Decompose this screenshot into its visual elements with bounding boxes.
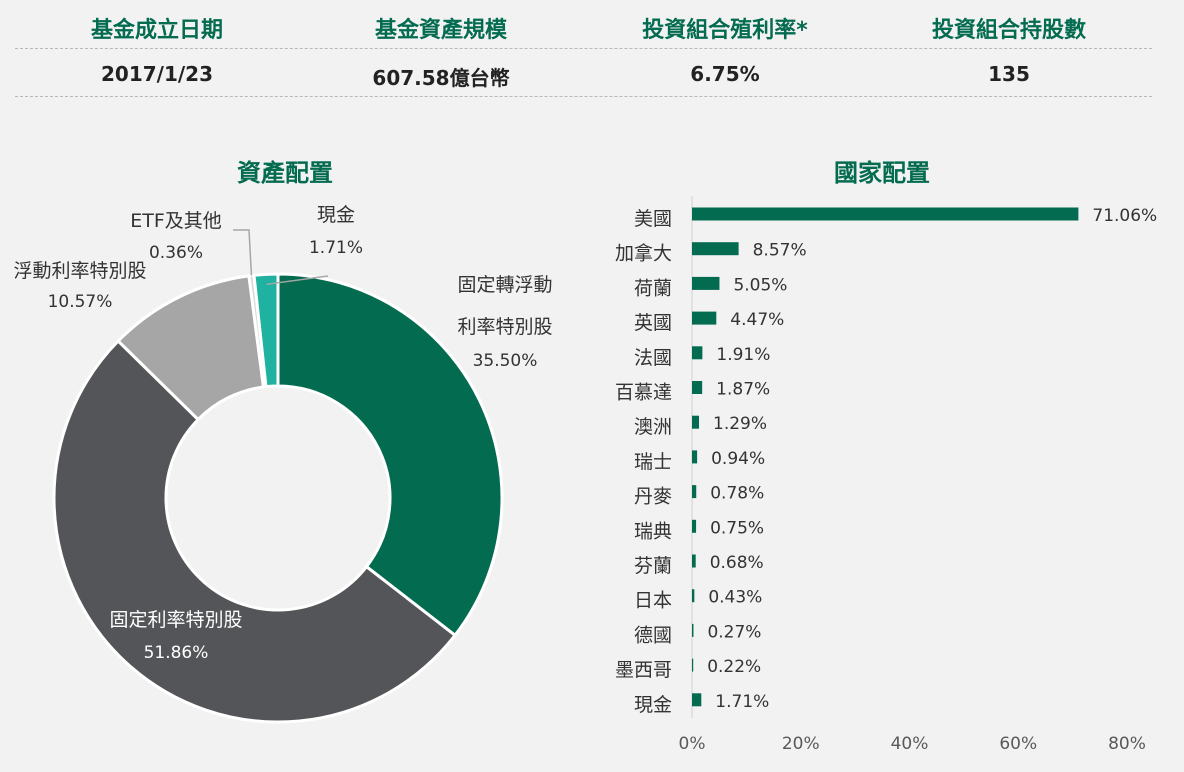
bar-value-label: 0.78% (710, 484, 764, 504)
bar (692, 693, 702, 707)
bar (692, 242, 739, 256)
bar-category-label: 現金 (634, 694, 672, 716)
bar-value-label: 4.47% (730, 310, 784, 330)
donut-slice-4 (252, 272, 280, 389)
bar-category-label: 法國 (634, 347, 672, 369)
bar (692, 346, 703, 360)
bar-value-label: 1.91% (716, 345, 770, 365)
fund-summary: 基金成立日期 基金資產規模 投資組合殖利率* 投資組合持股數 2017/1/23… (15, 0, 1152, 100)
stat-label-yield: 投資組合殖利率* (642, 18, 808, 43)
stats-divider-top (15, 48, 1152, 49)
bar (692, 450, 698, 464)
slice-value-label-3: 0.36% (149, 243, 203, 263)
slice-label-2: 浮動利率特別股 (13, 260, 146, 282)
bar-category-label: 丹麥 (634, 486, 672, 508)
donut-slice-1 (52, 338, 458, 724)
bar-category-label: 瑞典 (634, 520, 672, 542)
bar-category-label: 瑞士 (634, 451, 672, 473)
bar-value-label: 0.68% (710, 553, 764, 573)
bar-value-label: 0.94% (711, 449, 765, 469)
stat-value-holdings-count: 135 (988, 62, 1030, 86)
slice-value-label-1: 51.86% (144, 643, 209, 663)
bar-category-label: 荷蘭 (634, 277, 672, 299)
stat-value-yield: 6.75% (690, 62, 760, 86)
bar-value-label: 71.06% (1092, 206, 1157, 226)
bar-category-label: 芬蘭 (634, 555, 672, 577)
slice-label-3: ETF及其他 (130, 210, 222, 232)
x-tick-label: 0% (679, 734, 706, 754)
country-allocation-bar-chart: 美國 71.06% 加拿大 8.57% 荷蘭 5.05% 英國 4.47% 法國 1.91% 百慕達… (615, 196, 1157, 754)
bar-category-label: 美國 (634, 208, 672, 230)
donut-slice-0 (276, 272, 504, 638)
bar-category-label: 德國 (634, 624, 672, 646)
bar-value-label: 1.87% (716, 380, 770, 400)
stat-label-fund-size: 基金資產規模 (374, 18, 507, 43)
bar-value-label: 5.05% (733, 275, 787, 295)
bar-value-label: 1.71% (715, 692, 769, 712)
bar-value-label: 0.75% (710, 518, 764, 538)
stat-value-fund-size: 607.58億台幣 (372, 66, 510, 90)
bar (692, 623, 694, 637)
asset-allocation-title: 資產配置 (237, 159, 333, 187)
stats-divider-bottom (15, 96, 1152, 97)
bar (692, 276, 720, 290)
cash-leader-line (266, 275, 329, 286)
x-tick-label: 40% (891, 734, 929, 754)
x-tick-label: 80% (1108, 734, 1146, 754)
bar (692, 311, 717, 325)
bar (692, 415, 700, 429)
bar-value-label: 1.29% (713, 414, 767, 434)
bar-category-label: 英國 (634, 312, 672, 334)
x-tick-label: 60% (999, 734, 1037, 754)
slice-label-1: 固定利率特別股 (109, 609, 242, 631)
bar (692, 589, 695, 603)
bar (692, 381, 703, 394)
x-tick-label: 20% (782, 734, 820, 754)
bar-category-label: 百慕達 (615, 382, 672, 404)
bar (692, 207, 1079, 221)
bar (692, 554, 696, 568)
bar-value-label: 0.43% (708, 588, 762, 608)
bar-value-label: 0.27% (707, 622, 761, 642)
stat-label-holdings-count: 投資組合持股數 (931, 18, 1086, 43)
slice-label-0: 固定轉浮動 (457, 274, 552, 296)
bar (692, 485, 697, 499)
stat-label-inception-date: 基金成立日期 (90, 18, 223, 43)
bar-category-label: 澳洲 (634, 416, 672, 438)
bar-category-label: 加拿大 (615, 242, 672, 265)
stat-value-inception-date: 2017/1/23 (100, 62, 214, 86)
bar (692, 658, 694, 672)
slice-label-4: 現金 (317, 204, 355, 226)
bar-category-label: 墨西哥 (615, 659, 672, 681)
etf-leader-line (233, 229, 253, 276)
bar-category-label: 日本 (634, 590, 672, 612)
bar (692, 519, 697, 533)
slice-value-label-0: 35.50% (473, 351, 538, 371)
bar-value-label: 8.57% (753, 241, 807, 261)
slice-label-0-line2: 利率特別股 (457, 316, 552, 338)
country-allocation-title: 國家配置 (834, 159, 930, 187)
slice-value-label-4: 1.71% (309, 238, 363, 258)
slice-value-label-2: 10.57% (48, 292, 113, 312)
bar-value-label: 0.22% (707, 657, 761, 677)
